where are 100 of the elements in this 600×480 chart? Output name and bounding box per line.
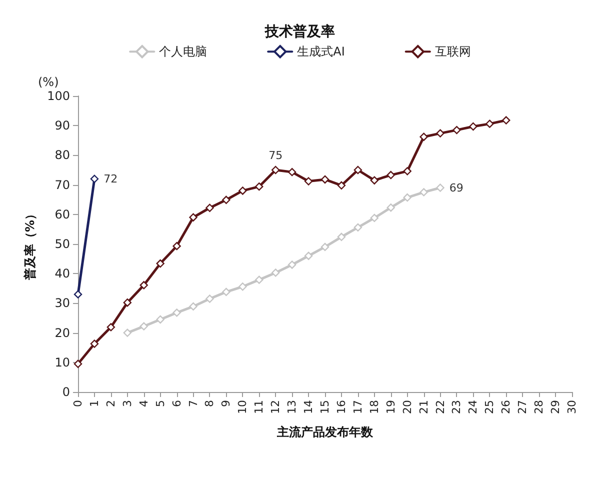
- y-tick-label: 90: [54, 118, 70, 133]
- x-tick-label: 10: [236, 400, 250, 414]
- point: [452, 126, 461, 134]
- point: [272, 166, 280, 174]
- point: [140, 281, 148, 290]
- point: [354, 166, 362, 174]
- legend-label: 互联网: [434, 44, 471, 59]
- legend-label: 生成式AI: [297, 44, 345, 59]
- point: [255, 182, 264, 191]
- y-tick-label: 40: [54, 266, 70, 281]
- point: [272, 268, 280, 277]
- y-tick-label: 20: [54, 326, 70, 340]
- point: [370, 214, 378, 222]
- point: [206, 294, 214, 303]
- point: [304, 252, 313, 260]
- point: [486, 120, 494, 128]
- point: [222, 288, 230, 296]
- x-tick-label: 1: [88, 400, 101, 407]
- y-tick-label: 60: [54, 207, 70, 222]
- x-tick-label: 2: [104, 400, 118, 407]
- point: [255, 276, 264, 284]
- text: (%): [38, 75, 59, 89]
- x-tick-label: 0: [72, 400, 84, 407]
- x-tick-label: 25: [483, 400, 496, 414]
- x-tick-label: 14: [302, 400, 316, 414]
- point: [74, 360, 82, 368]
- point: [172, 242, 181, 250]
- point: [288, 260, 296, 269]
- point: [337, 181, 346, 190]
- x-tick-label: 27: [516, 400, 530, 414]
- data-label: 69: [449, 181, 464, 194]
- x-tick-label: 17: [351, 400, 364, 414]
- x-tick-label: 29: [549, 400, 562, 414]
- x-tick-label: 15: [318, 400, 332, 414]
- point: [320, 242, 330, 252]
- point: [156, 259, 164, 268]
- x-tick-label: 12: [269, 400, 282, 414]
- x-tick-label: 28: [532, 400, 546, 414]
- y-tick-label: 50: [54, 237, 70, 251]
- point: [238, 282, 247, 291]
- point: [354, 223, 362, 232]
- x-tick-label: 18: [368, 400, 381, 414]
- point: [337, 232, 346, 241]
- point: [420, 132, 428, 141]
- point: [320, 175, 330, 184]
- point: [386, 170, 395, 180]
- x-tick-label: 23: [450, 400, 464, 414]
- x-tick-label: 5: [154, 400, 167, 407]
- x-tick-label: 16: [334, 400, 348, 414]
- point: [288, 168, 296, 176]
- point: [436, 129, 444, 138]
- x-tick-label: 22: [434, 400, 447, 414]
- x-axis-title: 主流产品发布年数: [276, 425, 374, 439]
- point: [90, 340, 99, 348]
- point: [238, 186, 247, 195]
- point: [123, 298, 132, 307]
- x-tick-label: 6: [170, 400, 184, 407]
- point: [106, 323, 116, 332]
- data-label: 75: [268, 148, 283, 162]
- y-tick-label: 100: [47, 89, 70, 103]
- x-tick-label: 11: [252, 400, 266, 414]
- y-tick-label: 10: [54, 355, 70, 370]
- point: [172, 308, 181, 317]
- point: [436, 184, 444, 192]
- y-axis-title: 普及率（%）: [23, 208, 38, 282]
- x-tick-label: 13: [286, 400, 299, 414]
- point: [304, 177, 313, 186]
- legend-label: 个人电脑: [159, 44, 208, 59]
- point: [420, 188, 428, 196]
- y-tick-label: 70: [54, 178, 70, 192]
- point: [403, 193, 412, 202]
- point: [206, 204, 214, 212]
- x-tick-label: 24: [466, 400, 480, 414]
- point: [156, 315, 164, 324]
- point: [90, 174, 99, 183]
- chart-title: 技术普及率: [264, 23, 335, 40]
- x-tick-label: 4: [137, 400, 150, 407]
- point: [469, 122, 478, 131]
- point: [189, 302, 198, 311]
- x-tick-label: 21: [417, 400, 430, 414]
- point: [403, 167, 412, 176]
- y-tick-label: 30: [54, 296, 70, 310]
- point: [370, 176, 378, 184]
- point: [386, 203, 395, 212]
- point: [502, 116, 510, 124]
- point: [189, 213, 198, 222]
- x-tick-label: 3: [120, 400, 134, 407]
- data-label: 72: [104, 172, 118, 186]
- x-tick-label: 9: [220, 400, 233, 407]
- x-tick-label: 30: [566, 400, 578, 414]
- point: [123, 328, 132, 337]
- x-tick-label: 19: [384, 400, 398, 414]
- point: [74, 290, 82, 298]
- point: [140, 322, 148, 330]
- y-tick-label: 80: [54, 148, 70, 162]
- x-tick-label: 8: [203, 400, 216, 407]
- x-tick-label: 7: [186, 400, 200, 407]
- x-tick-label: 26: [500, 400, 513, 414]
- x-tick-label: 20: [400, 400, 414, 414]
- point: [222, 196, 230, 204]
